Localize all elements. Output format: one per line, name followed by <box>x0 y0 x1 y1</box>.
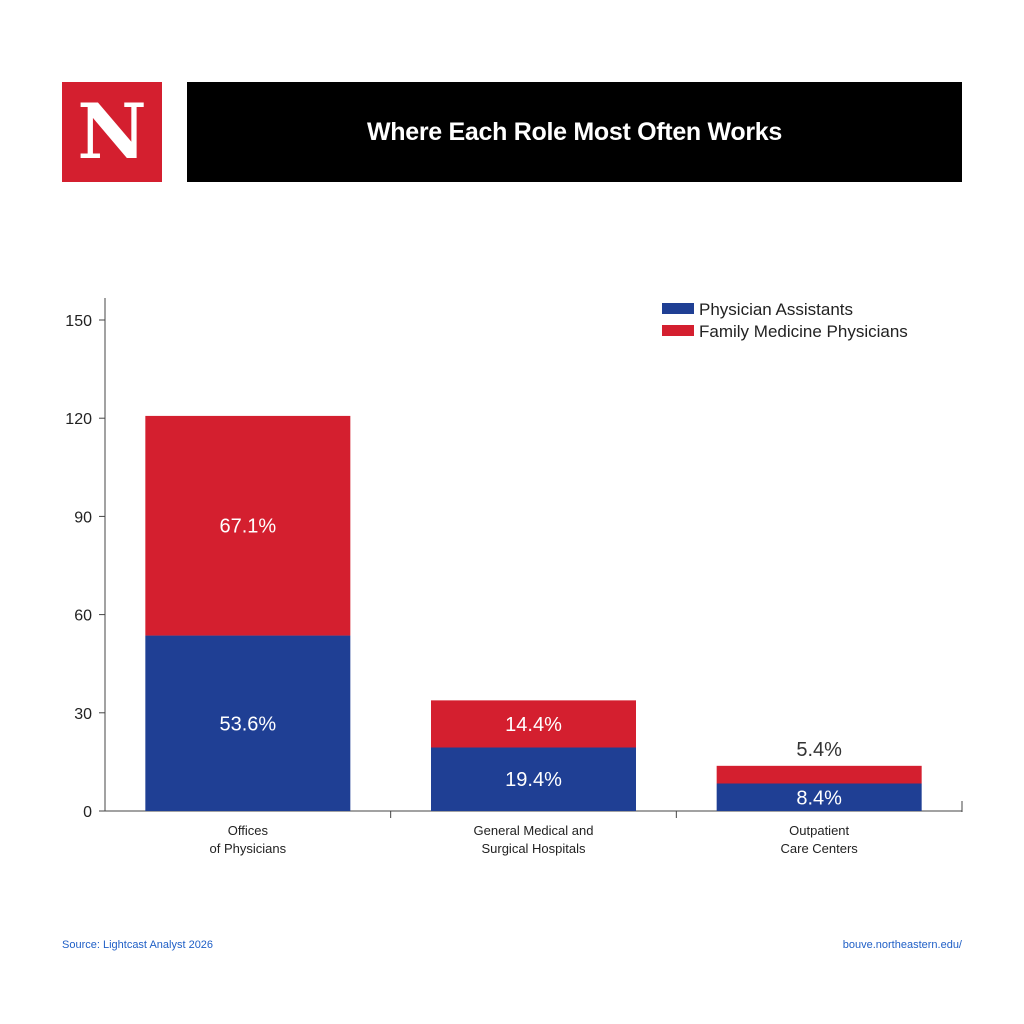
y-tick-label: 30 <box>74 706 92 723</box>
x-category-label: Offices <box>228 823 269 838</box>
x-category-label: General Medical and <box>474 823 594 838</box>
x-category-label: of Physicians <box>210 841 287 856</box>
bar-segment <box>431 747 636 811</box>
logo-letter: N <box>77 87 147 176</box>
bar-segment <box>716 765 922 784</box>
data-label: 8.4% <box>796 787 842 809</box>
title-bar: Where Each Role Most Often Works <box>187 82 962 182</box>
source-note: Source: Lightcast Analyst 2026 <box>62 939 214 951</box>
y-tick-label: 150 <box>65 313 92 330</box>
bar-segment <box>716 783 922 811</box>
legend-swatch <box>662 303 694 314</box>
legend-swatch <box>662 325 694 336</box>
chart-title: Where Each Role Most Often Works <box>366 117 782 146</box>
y-tick-label: 120 <box>65 411 92 428</box>
x-category-label: Surgical Hospitals <box>481 841 586 856</box>
website-url: bouve.northeastern.edu/ <box>842 939 962 951</box>
data-label: 53.6% <box>219 713 276 735</box>
bar-segment <box>431 700 636 748</box>
legend-label: Family Medicine Physicians <box>699 322 908 341</box>
y-tick-label: 60 <box>74 608 92 625</box>
x-category-label: Care Centers <box>781 841 859 856</box>
y-tick-label: 90 <box>74 509 92 526</box>
data-label: 5.4% <box>796 739 842 761</box>
data-label: 19.4% <box>505 769 562 791</box>
data-label: 67.1% <box>219 516 276 538</box>
bar-segment <box>145 635 351 811</box>
y-tick-label: 0 <box>83 804 92 821</box>
data-label: 14.4% <box>505 714 562 736</box>
northeastern-logo: N <box>62 82 162 182</box>
x-category-label: Outpatient <box>789 823 849 838</box>
legend-label: Physician Assistants <box>699 300 853 319</box>
bar-segment <box>145 415 351 636</box>
